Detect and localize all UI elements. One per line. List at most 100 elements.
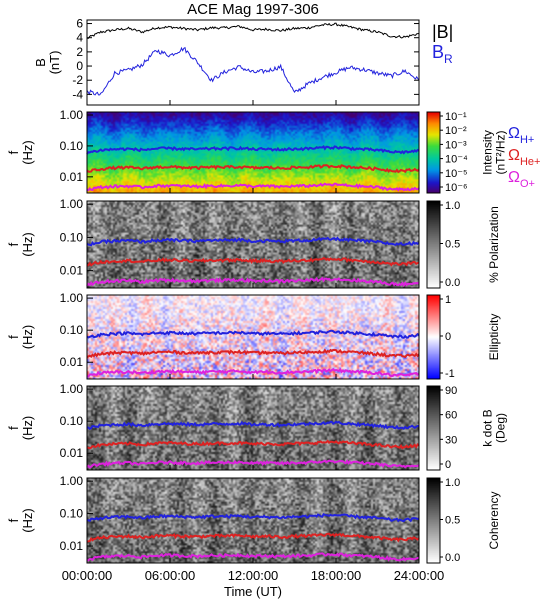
x-tick-label: 12:00:00 [228,568,279,583]
colorbar-tick-label: 10⁻³ [445,139,467,151]
colorbar-tick-label: 10⁻⁵ [445,168,468,180]
panel-1: 1.00 0.10 0.01 f(Hz) 10⁻¹ 10⁻² 10⁻³ 10⁻⁴ 10⁻⁵ 10⁻… [6,108,541,194]
colorbar-tick-label: 60 [445,410,457,422]
y-tick-label: 1.00 [60,197,84,211]
y-tick-label: 4 [76,31,83,45]
colorbar [427,201,440,288]
panel-4: 1.00 0.10 0.01 f(Hz) 90 60 30 0 k dot B(Deg) [6,382,508,471]
legend-entry: |B| [432,22,453,42]
colorbar-label: Ellipticity [487,314,501,361]
x-axis: 00:00:00 06:00:00 12:00:00 18:00:00 24:00:00 [62,100,445,583]
x-tick-label: 00:00:00 [62,568,113,583]
y-tick-label: -2 [72,73,83,87]
colorbar-tick-label: 1 [445,294,451,306]
y-tick-label: 1.00 [60,382,84,396]
panel-5: 1.00 0.10 0.01 f(Hz) 1.0 0.5 0.0 Coherency [6,474,501,564]
gyrofrequency-line-2 [87,552,420,562]
y-axis-label: f(Hz) [6,232,35,257]
gyrofrequency-label: ΩHe+ [508,147,540,168]
gyrofrequency-line-1 [86,348,420,359]
colorbar [427,386,440,470]
gyrofrequency-line-0 [86,420,420,431]
y-tick-label: 0.01 [60,446,84,460]
y-tick-label: 2 [76,45,83,59]
colorbar [427,295,440,379]
colorbar-label: Coherency [487,491,501,549]
y-tick-label: 0.10 [60,323,84,337]
panel-frame [86,19,420,106]
y-tick-label: 0.01 [60,539,84,553]
y-tick-label: 0.10 [60,230,84,244]
panel-3: 1.00 0.10 0.01 f(Hz) 1 0 -1 Ellipticity [6,291,501,380]
colorbar-tick-label: 10⁻¹ [445,111,467,123]
colorbar-label: Intensity(nT²/Hz) [480,130,507,175]
colorbar-tick-label: 10⁻² [445,125,467,137]
series-line-0 [86,22,420,39]
panel-2: 1.00 0.10 0.01 f(Hz) 1.0 0.5 0.0 % Polarization [6,197,501,289]
gyrofrequency-line-2 [86,276,420,288]
colorbar-tick-label: 10⁻⁶ [445,182,468,194]
colorbar-tick-label: 0.5 [445,239,460,251]
gyrofrequency-line-0 [86,329,420,339]
y-tick-label: 0.01 [60,355,84,369]
gyrofrequency-line-0 [87,513,420,523]
colorbar-frame [426,294,441,380]
colorbar-tick-label: 1.0 [445,477,460,489]
colorbar [427,112,440,193]
colorbar-tick-label: 0 [445,331,451,343]
colorbar-label: k dot B(Deg) [480,409,507,446]
y-tick-label: 6 [76,17,83,31]
panels-group: 6420-2-4B(nT)|B|BR1.000.100.01f(Hz)10⁻¹1… [6,17,541,564]
y-axis-label: f(Hz) [6,140,35,165]
colorbar-frame [426,477,441,564]
colorbar-tick-label: 0.5 [445,515,460,527]
series-line-1 [86,46,420,96]
colorbar-frame [426,385,441,471]
colorbar-tick-label: 1.0 [445,200,460,212]
colorbar-tick-label: 0.0 [445,277,460,289]
gyrofrequency-line-2 [86,182,420,192]
y-tick-label: 0.01 [60,264,84,278]
gyrofrequency-line-0 [86,236,420,247]
gyrofrequency-line-1 [86,256,420,267]
y-tick-label: -4 [72,87,83,101]
colorbar [427,478,440,563]
colorbar-frame [426,111,441,194]
colorbar-frame [426,200,441,289]
y-tick-label: 0.10 [60,414,84,428]
gyrofrequency-line-0 [86,145,420,155]
chart-title: ACE Mag 1997-306 [187,1,319,18]
x-axis-label: Time (UT) [224,584,282,599]
heatmap-image [87,478,419,563]
gyrofrequency-line-2 [86,459,420,469]
colorbar-tick-label: 0.0 [445,552,460,564]
y-axis-label: f(Hz) [6,416,35,441]
y-tick-label: 0.01 [60,170,84,184]
gyrofrequency-line-1 [86,164,420,174]
colorbar-label: % Polarization [487,206,501,283]
gyrofrequency-line-2 [86,367,420,378]
heatmap-image [87,201,419,288]
colorbar-tick-label: -1 [445,368,455,380]
y-tick-label: 1.00 [60,108,84,122]
gyrofrequency-line-1 [86,439,420,450]
y-tick-label: 0.10 [60,139,84,153]
y-tick-label: 1.00 [60,291,84,305]
colorbar-tick-label: 0 [445,459,451,471]
y-tick-label: 1.00 [60,474,84,488]
x-tick-label: 18:00:00 [311,568,362,583]
colorbar-tick-label: 30 [445,434,457,446]
y-axis-label: f(Hz) [6,508,35,533]
x-tick-label: 24:00:00 [394,568,445,583]
y-tick-label: 0 [76,59,83,73]
x-tick-label: 06:00:00 [145,568,196,583]
y-tick-label: 0.10 [60,507,84,521]
gyrofrequency-label: ΩO+ [508,169,535,190]
gyrofrequency-label: ΩH+ [508,125,534,146]
gyrofrequency-line-1 [86,532,420,543]
heatmap-image [87,112,419,193]
heatmap-image [87,295,419,379]
legend-entry: BR [432,42,453,66]
